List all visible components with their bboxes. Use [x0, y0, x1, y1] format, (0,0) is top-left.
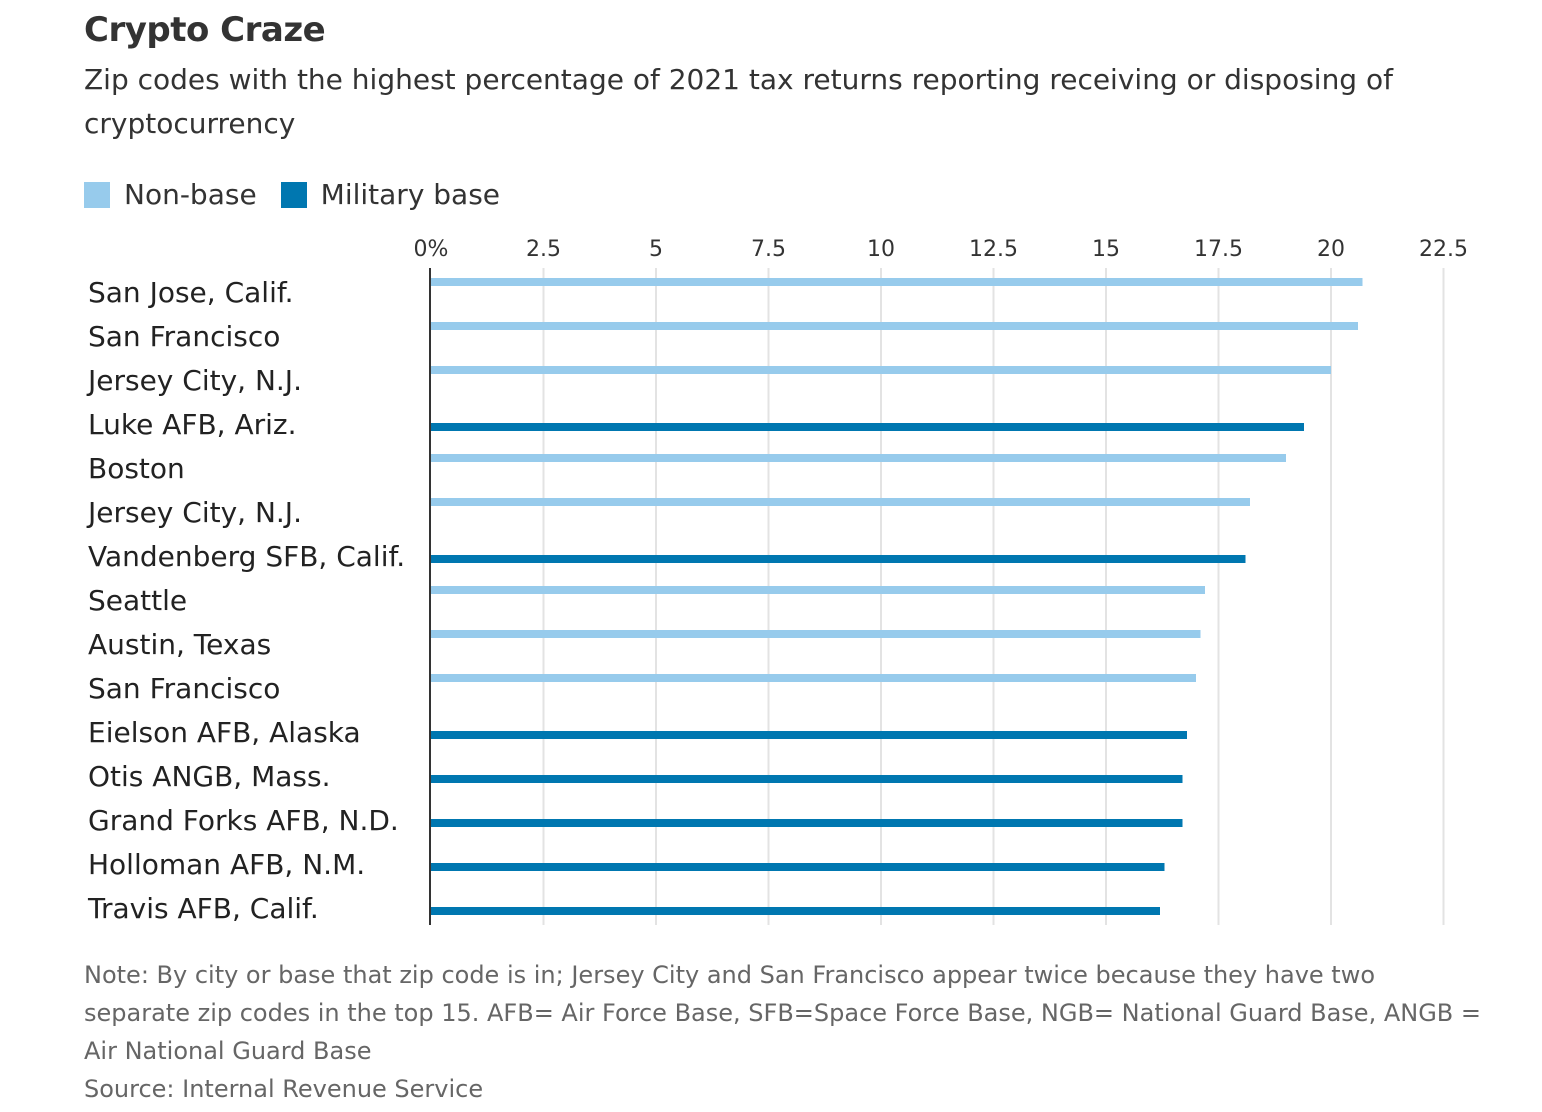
bar: [431, 907, 1160, 915]
x-tick-label: 12.5: [969, 237, 1018, 262]
chart-title: Crypto Craze: [84, 10, 326, 50]
bar: [431, 498, 1250, 506]
x-tick-label: 5: [649, 237, 663, 262]
chart-notes: Note: By city or base that zip code is i…: [84, 956, 1484, 1108]
source-text: Source: Internal Revenue Service: [84, 1075, 484, 1103]
x-tick-label: 2.5: [526, 237, 561, 262]
bar: [431, 630, 1201, 638]
bar: [431, 731, 1187, 739]
bar: [431, 322, 1358, 330]
category-label: Jersey City, N.J.: [86, 496, 302, 529]
x-tick-label: 7.5: [751, 237, 786, 262]
category-label: Eielson AFB, Alaska: [88, 716, 361, 749]
x-tick-label: 17.5: [1194, 237, 1243, 262]
legend: Non-base Military base: [84, 178, 524, 211]
legend-swatch-non-base: [84, 181, 110, 208]
bar: [431, 775, 1183, 783]
legend-label: Military base: [320, 178, 501, 211]
legend-item-military-base: Military base: [280, 178, 501, 211]
x-tick-label: 20: [1317, 237, 1345, 262]
category-label: Jersey City, N.J.: [86, 364, 302, 397]
legend-item-non-base: Non-base: [84, 178, 257, 211]
bar: [431, 278, 1363, 286]
x-tick-label: 0%: [414, 237, 449, 262]
bar: [431, 423, 1304, 431]
category-label: Austin, Texas: [88, 628, 271, 661]
category-label: Seattle: [88, 584, 187, 617]
x-tick-label: 10: [867, 237, 895, 262]
category-label: Boston: [88, 452, 185, 485]
category-label: Luke AFB, Ariz.: [88, 408, 297, 441]
x-tick-label: 22.5: [1419, 237, 1468, 262]
category-label: San Francisco: [88, 320, 280, 353]
chart-subtitle: Zip codes with the highest percentage of…: [84, 63, 1393, 140]
bar: [431, 586, 1205, 594]
x-tick-label: 15: [1092, 237, 1120, 262]
bar: [431, 555, 1246, 563]
category-label: Otis ANGB, Mass.: [88, 760, 330, 793]
note-text: Note: By city or base that zip code is i…: [84, 961, 1482, 1065]
legend-label: Non-base: [124, 178, 257, 211]
bar: [431, 366, 1331, 374]
bar: [431, 674, 1196, 682]
category-label: Travis AFB, Calif.: [87, 892, 319, 925]
category-label: San Francisco: [88, 672, 280, 705]
bar: [431, 454, 1286, 462]
category-label: Grand Forks AFB, N.D.: [88, 804, 399, 837]
legend-swatch-military-base: [280, 181, 307, 208]
bar: [431, 819, 1183, 827]
category-label: Vandenberg SFB, Calif.: [88, 540, 405, 573]
category-label: San Jose, Calif.: [88, 276, 294, 309]
bar: [431, 863, 1165, 871]
category-label: Holloman AFB, N.M.: [88, 848, 365, 881]
